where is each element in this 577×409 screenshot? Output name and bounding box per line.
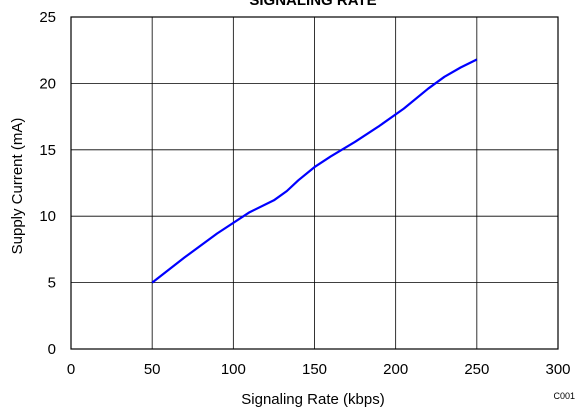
x-tick-label: 250: [464, 361, 489, 378]
x-tick-label: 150: [302, 361, 327, 378]
plot-frame: [70, 16, 559, 350]
series-layer: [151, 58, 478, 284]
y-tick-label: 15: [39, 142, 56, 159]
y-tick-label: 10: [39, 208, 56, 225]
x-tick-label: 0: [67, 361, 75, 378]
chart-code-label: C001: [553, 391, 575, 401]
x-tick-label: 50: [144, 361, 161, 378]
x-tick-labels: 0 50 100 150 200 250 300: [67, 361, 571, 378]
chart-title: SIGNALING RATE: [249, 0, 376, 9]
y-axis-title: Supply Current (mA): [9, 118, 26, 255]
grid-lines: [70, 16, 559, 350]
series-line: [151, 58, 478, 284]
y-tick-label: 0: [48, 341, 56, 358]
y-tick-label: 5: [48, 275, 56, 292]
x-axis-title: Signaling Rate (kbps): [241, 391, 384, 408]
y-tick-labels: 0 5 10 15 20 25: [39, 9, 56, 358]
y-tick-label: 20: [39, 75, 56, 92]
x-tick-label: 300: [545, 361, 570, 378]
y-tick-label: 25: [39, 9, 56, 26]
x-tick-label: 100: [221, 361, 246, 378]
x-tick-label: 200: [383, 361, 408, 378]
